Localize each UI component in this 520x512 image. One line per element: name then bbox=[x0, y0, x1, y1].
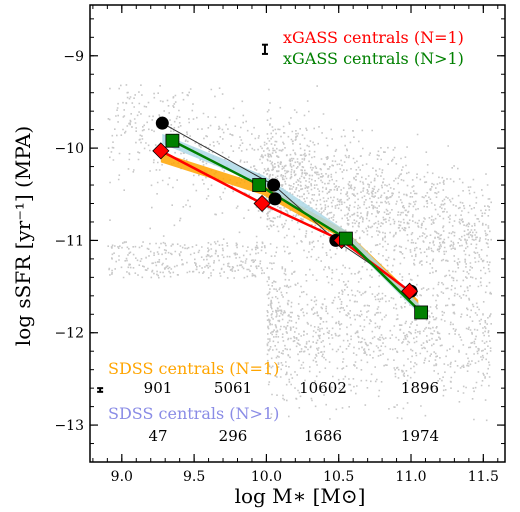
y-axis-label: log sSFR [yr⁻¹] (MPA) bbox=[11, 126, 35, 346]
y-tick-label: −12 bbox=[54, 326, 84, 342]
sdss-error-bar bbox=[97, 387, 104, 393]
square-marker bbox=[414, 305, 429, 320]
square-marker bbox=[165, 133, 180, 148]
sdss-band-1 bbox=[162, 133, 420, 315]
y-tick-label: −13 bbox=[54, 418, 84, 434]
x-axis-label: log M∗ [M⊙] bbox=[235, 484, 366, 508]
x-tick-label: 10.5 bbox=[323, 469, 354, 485]
series-line-5 bbox=[171, 139, 423, 314]
circle-marker bbox=[268, 192, 282, 206]
count-n2: 1974 bbox=[401, 427, 439, 445]
galaxy-scatter bbox=[107, 84, 493, 422]
legend-sdss-n1: SDSS centrals (N=1) bbox=[108, 359, 279, 378]
diamond-marker bbox=[253, 194, 271, 213]
scatter-points bbox=[107, 84, 493, 422]
sdss-band-0 bbox=[160, 152, 419, 311]
y-tick-label: −11 bbox=[54, 233, 84, 249]
circle-marker bbox=[267, 178, 281, 192]
xgass-lines bbox=[160, 122, 423, 314]
x-tick-label: 10.0 bbox=[251, 469, 282, 485]
legend-xgass-n1: xGASS centrals (N=1) bbox=[283, 28, 464, 47]
x-tick-label: 11.0 bbox=[395, 469, 426, 485]
count-n2: 47 bbox=[148, 427, 167, 445]
count-n2: 296 bbox=[219, 427, 248, 445]
legend-xgass-n2: xGASS centrals (N>1) bbox=[283, 49, 464, 68]
square-marker bbox=[252, 178, 267, 192]
count-n1: 10602 bbox=[299, 379, 347, 397]
xgass-error-bar bbox=[261, 43, 268, 55]
diamond-marker bbox=[152, 142, 170, 160]
y-tick-label: −10 bbox=[54, 141, 84, 157]
x-tick-label: 9.0 bbox=[111, 469, 133, 485]
square-marker bbox=[339, 231, 353, 246]
y-tick-label: −9 bbox=[63, 49, 84, 65]
count-n1: 1896 bbox=[401, 379, 439, 397]
series-line-4 bbox=[160, 149, 411, 293]
x-tick-label: 9.5 bbox=[183, 469, 205, 485]
legend-sdss-n2: SDSS centrals (N>1) bbox=[108, 404, 279, 423]
count-n1: 5061 bbox=[214, 379, 252, 397]
circle-marker bbox=[155, 116, 169, 130]
x-tick-label: 11.5 bbox=[468, 469, 499, 485]
count-n2: 1686 bbox=[304, 427, 342, 445]
bin-counts: 901 5061 10602 1896 47 296 1686 1974 bbox=[144, 379, 439, 445]
legend: xGASS centrals (N=1) xGASS centrals (N>1… bbox=[108, 28, 464, 423]
count-n1: 901 bbox=[144, 379, 173, 397]
sdss-bands bbox=[160, 133, 420, 315]
axes: 9.0 9.5 10.0 10.5 11.0 11.5 −9 −10 −11 −12 −13 bbox=[54, 4, 506, 485]
plot-frame bbox=[89, 4, 506, 463]
data-markers bbox=[97, 43, 429, 393]
diamond-marker bbox=[400, 282, 419, 300]
